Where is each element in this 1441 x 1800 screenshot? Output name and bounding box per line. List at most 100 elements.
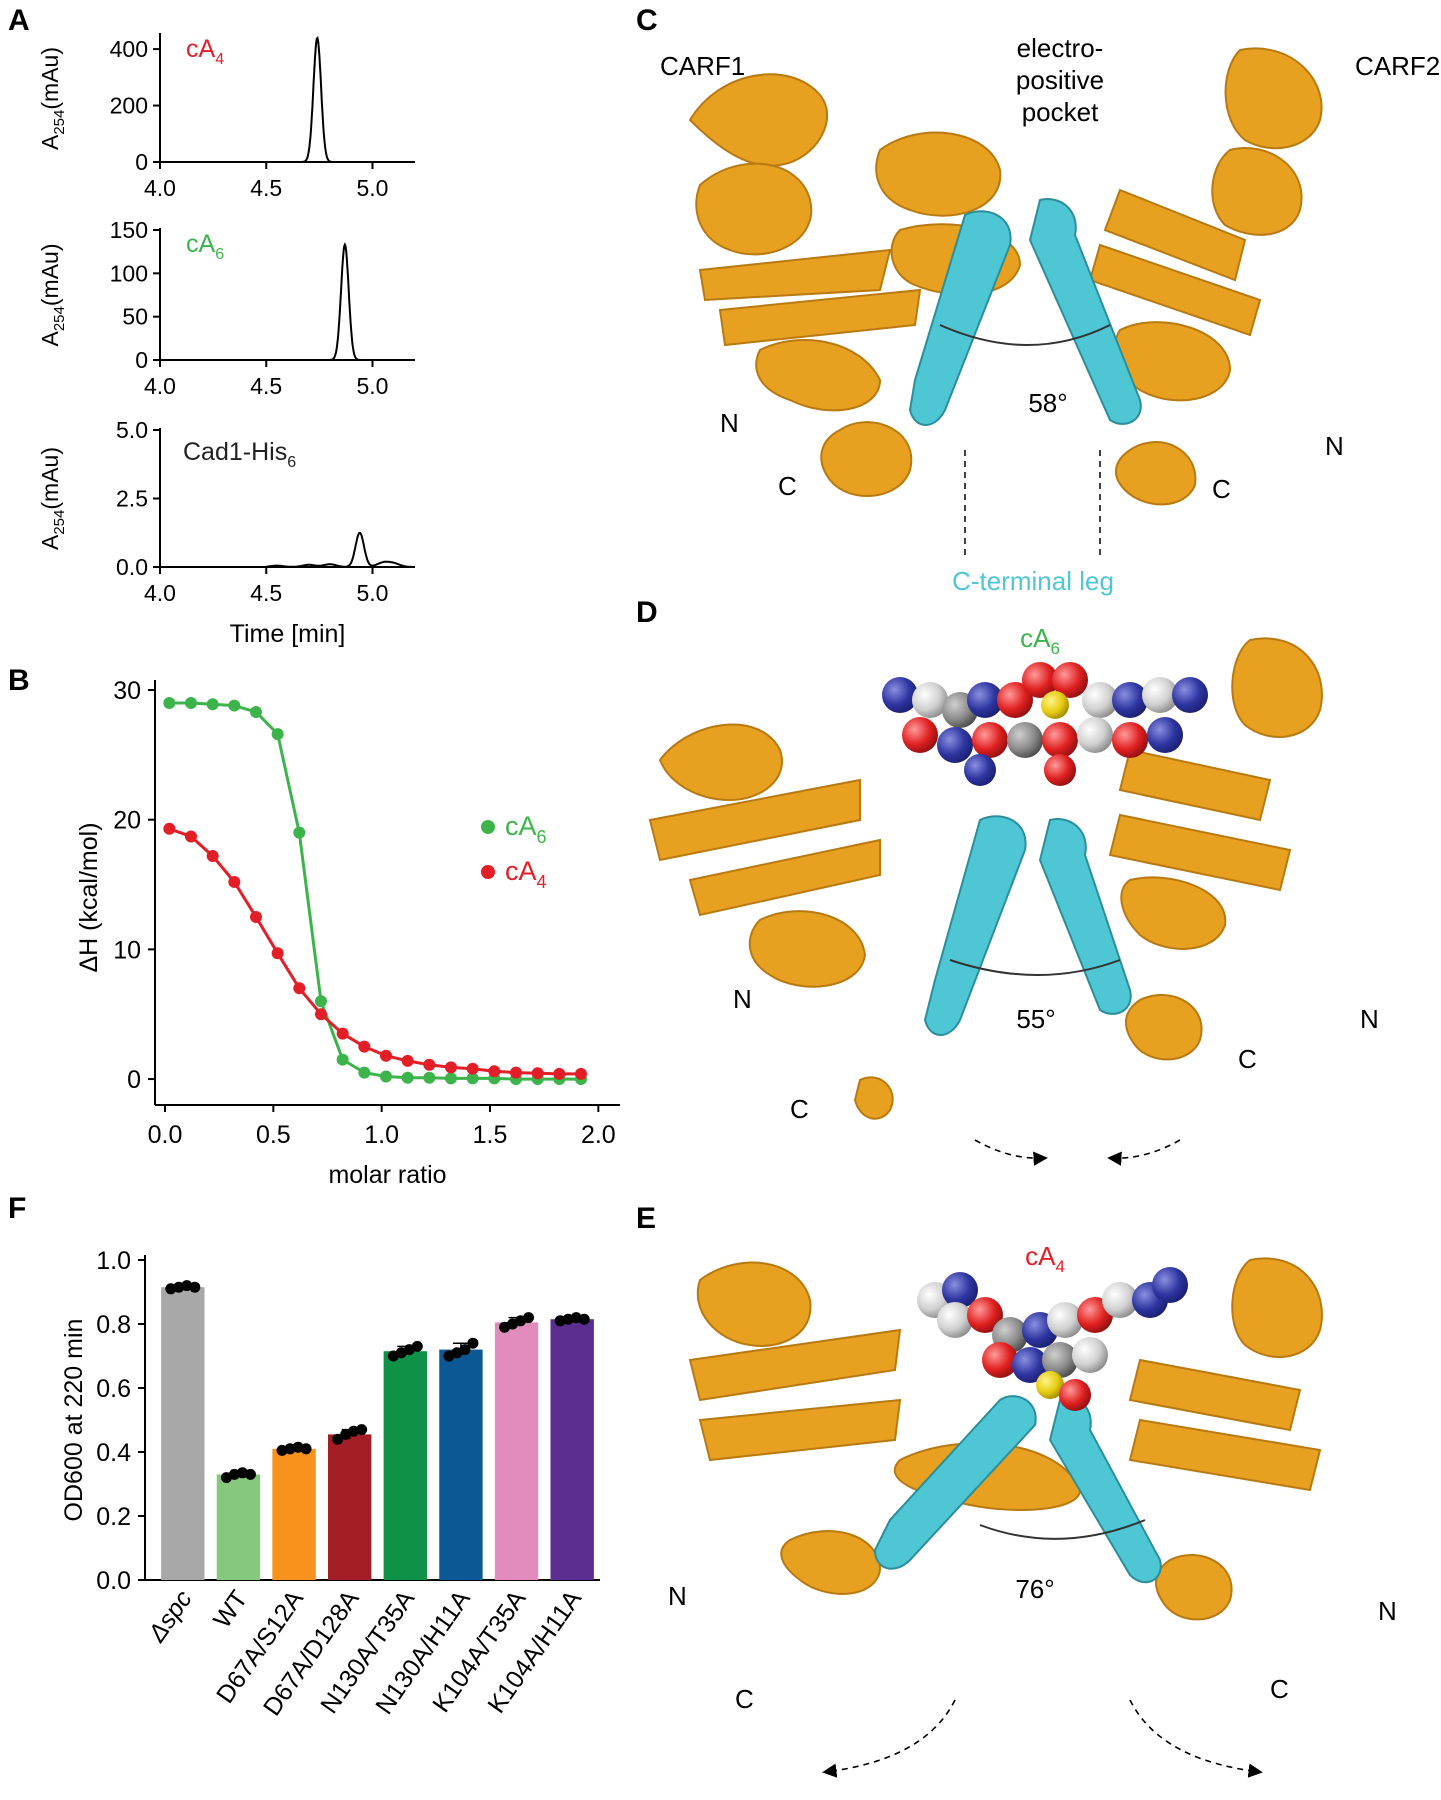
- n-label-left-e: N: [668, 1581, 687, 1611]
- data-point: [206, 850, 219, 862]
- data-point: [466, 1072, 479, 1085]
- x-axis-label: Time [min]: [230, 620, 346, 648]
- c-terminal-leg-label: C-terminal leg: [952, 566, 1114, 596]
- c-label-left-d: C: [790, 1094, 809, 1124]
- angle-arc-d: [949, 959, 1121, 976]
- data-point: [488, 1065, 501, 1078]
- data-point: [575, 1067, 587, 1080]
- y-tick-label: 5.0: [116, 417, 148, 443]
- data-point: [315, 995, 327, 1008]
- data-point: [336, 1053, 349, 1066]
- x-category-label: WT: [208, 1585, 253, 1633]
- data-point: [206, 698, 219, 711]
- ligand-label-d: cA6: [1020, 623, 1060, 658]
- arrow-left-e: [822, 1699, 956, 1778]
- data-point: [423, 1058, 436, 1071]
- x-tick-label: 0.0: [148, 1121, 183, 1149]
- arrow-right-e: [1129, 1699, 1263, 1778]
- x-tick-label: 1.0: [364, 1121, 399, 1149]
- panel-label-c: C: [636, 4, 658, 37]
- legend-label: cA6: [505, 811, 547, 847]
- panel-f-bar-chart: 0.0 0.2 0.4 0.6 0.8 1.0 OD600 at 220 min Δspc WT…: [60, 1247, 600, 1721]
- chromatogram-trace: [266, 531, 415, 568]
- bar-5: [439, 1349, 483, 1580]
- y-tick-label: 0.0: [96, 1567, 131, 1595]
- data-point: [553, 1067, 566, 1080]
- replicate-point: [244, 1468, 256, 1480]
- arrow-left-d: [974, 1139, 1048, 1166]
- ligand-label-e: cA4: [1025, 1241, 1065, 1276]
- c-terminal-helices: [908, 198, 1142, 426]
- data-point: [380, 1070, 392, 1083]
- pocket-label-2: positive: [1016, 65, 1104, 95]
- y-tick-label: 1.0: [96, 1247, 131, 1275]
- pocket-label-3: pocket: [1022, 97, 1099, 127]
- data-point: [380, 1049, 392, 1062]
- bar-6: [494, 1322, 539, 1580]
- series-line-6: [169, 701, 581, 1081]
- data-point: [163, 696, 176, 709]
- replicate-point: [459, 1344, 471, 1356]
- replicate-point: [332, 1433, 344, 1445]
- data-point: [293, 982, 306, 995]
- bar-7: [550, 1319, 594, 1580]
- replicate-point: [411, 1340, 423, 1352]
- y-tick-label: 2.5: [116, 486, 148, 512]
- protein-ribbon-d: [648, 637, 1323, 1120]
- panel-label-f: F: [8, 1192, 26, 1225]
- y-axis-label: A254(mAu): [37, 244, 68, 347]
- x-axis-label: molar ratio: [328, 1161, 446, 1189]
- n-label-right-e: N: [1378, 1596, 1397, 1626]
- y-tick-label: 0.6: [96, 1375, 131, 1403]
- data-point: [423, 1071, 436, 1084]
- panel-label-e: E: [636, 1202, 656, 1235]
- y-tick-label: 10: [113, 936, 141, 964]
- n-label-right-d: N: [1360, 1004, 1379, 1034]
- data-point: [185, 696, 197, 709]
- bar-0: [161, 1287, 205, 1580]
- panel-b-itc-plot: 0 10 20 30 0.0 0.5 1.0 1.5 2.0 ΔH (kcal/mol) molar…: [75, 677, 620, 1189]
- replicate-point: [578, 1313, 590, 1325]
- replicate-point: [523, 1312, 535, 1324]
- data-point: [401, 1054, 414, 1067]
- y-tick-label: 0.8: [96, 1311, 131, 1339]
- data-point: [163, 822, 176, 835]
- x-tick-label: 5.0: [357, 175, 389, 201]
- arrow-right-d: [1107, 1139, 1181, 1166]
- replicate-point: [300, 1443, 312, 1455]
- angle-label-e: 76°: [1015, 1574, 1054, 1604]
- ca4-ligand-spheres: [917, 1267, 1188, 1411]
- panel-label-b: B: [8, 664, 30, 697]
- y-axis-label: A254(mAu): [37, 47, 68, 150]
- data-point: [250, 910, 262, 923]
- y-tick-label: 20: [113, 807, 141, 835]
- y-tick-label: 100: [110, 260, 148, 286]
- replicate-point: [356, 1424, 368, 1436]
- chromatogram-1: 0 200 400 4.0 4.5 5.0 A254(mAu) cA4: [37, 33, 415, 201]
- x-tick-label: 4.0: [144, 175, 176, 201]
- c-label-right-d: C: [1238, 1044, 1257, 1074]
- panel-c-structure: CARF1 CARF2 electro- positive pocket 58°…: [660, 33, 1440, 596]
- panel-d-structure: cA6 55° N N C C: [648, 623, 1379, 1166]
- y-tick-label: 0.2: [96, 1503, 131, 1531]
- c-label-left-e: C: [735, 1684, 754, 1714]
- data-point: [228, 699, 241, 712]
- n-label-left-d: N: [733, 984, 752, 1014]
- trace-label: cA6: [186, 230, 224, 263]
- bar-2: [272, 1448, 316, 1580]
- panel-label-d: D: [636, 596, 658, 629]
- ca6-ligand-spheres: [882, 662, 1208, 786]
- x-category-label: Δspc: [142, 1585, 198, 1648]
- pocket-label-1: electro-: [1017, 33, 1104, 63]
- x-tick-label: 4.5: [250, 373, 282, 399]
- legend-label: cA4: [505, 856, 547, 892]
- chromatogram-2: 0 50 100 150 4.0 4.5 5.0 A254(mAu) cA6: [37, 217, 415, 399]
- y-tick-label: 0: [135, 149, 148, 175]
- y-tick-label: 50: [122, 304, 148, 330]
- panel-label-a: A: [8, 4, 30, 37]
- replicate-point: [189, 1281, 201, 1293]
- data-point: [271, 947, 284, 960]
- n-label-left-c: N: [720, 408, 739, 438]
- bar-1: [216, 1474, 261, 1580]
- y-axis-label: A254(mAu): [37, 447, 68, 550]
